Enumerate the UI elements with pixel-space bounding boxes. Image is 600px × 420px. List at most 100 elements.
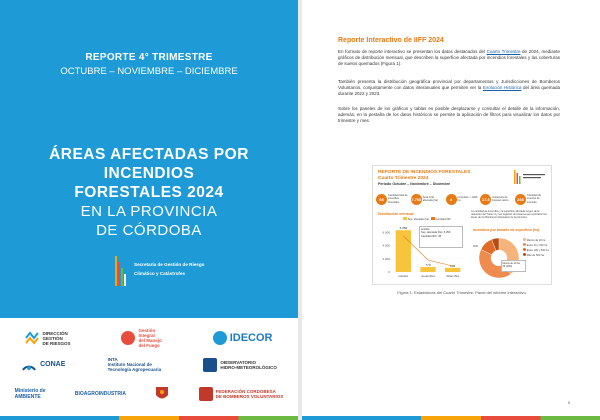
kpi-value: 98 xyxy=(376,193,387,205)
cover-color-bar xyxy=(0,416,298,420)
inta-logo-text: INTA Instituto Nacional de Tecnología Ag… xyxy=(107,357,162,372)
pie-legend-item: Más de 500 ha xyxy=(523,253,549,258)
ambiente-logo-text: Ministerio de AMBIENTE xyxy=(14,388,46,400)
paragraph-2-text-end: del área quemada durante 2022 y 2023. xyxy=(338,85,561,96)
inner-color-bar xyxy=(302,416,600,420)
pie-slice[interactable] xyxy=(491,237,500,251)
kpi-label: Cantidad total de incendios forestales xyxy=(388,194,408,204)
observatorio-icon xyxy=(203,357,218,372)
y-tick-label: 2.000 xyxy=(382,257,390,261)
bar-value-label: 6.359 xyxy=(400,226,408,230)
y-tick-label: 0 xyxy=(388,270,390,274)
pie-legend-item: Entre 100 y 500 ha xyxy=(523,248,549,253)
observatorio-logo-text: OBSERVATORIO HIDRO-METEOROLÓGICO xyxy=(220,359,277,370)
paragraph-1-text: En formato de reporte interactivo se pre… xyxy=(338,49,487,54)
pie-legend-item: Entre 10 y 100 ha xyxy=(523,243,549,248)
flame-icon xyxy=(121,331,136,345)
pie-legend: Menos de 10 ha Entre 10 y 100 ha Entre 1… xyxy=(523,238,549,258)
pie-chart-title: Incendios por tamaño de superficie (ha) xyxy=(473,228,540,232)
headline-line-3: FORESTALES 2024 xyxy=(74,184,224,201)
subheadline-line-1: EN LA PROVINCIA xyxy=(80,203,218,220)
logos-row-2: CONAE INTA Instituto Nacional de Tecnolo… xyxy=(0,357,298,372)
bar-chart-title: Distribución mensual xyxy=(378,212,414,216)
secretaria-line-2: Climático y Catástrofes xyxy=(134,271,186,276)
bar-tooltip: octubre Sup. afectada (ha): 6,359 Cantid… xyxy=(419,226,463,248)
kpi-value: 17.8 xyxy=(480,193,492,205)
inta-logo: INTA Instituto Nacional de Tecnología Ag… xyxy=(108,357,162,372)
logos-row-1: DIRECCIÓN GESTIÓN DE RIESGOS Gestión Int… xyxy=(0,328,298,348)
paragraph-1-text-end: de 2024, mediante gráficos de distribuci… xyxy=(338,49,561,66)
report-title: REPORTE 4° TRIMESTRE xyxy=(85,52,213,63)
count-series-line xyxy=(403,235,453,267)
secretaria-mark-icon xyxy=(115,256,126,286)
kpi-label: Cobertura de bosque nativo xyxy=(492,195,509,202)
y-tick-label: 6.000 xyxy=(382,231,390,235)
headline-line-2: INCENDIOS xyxy=(103,165,195,182)
panel-note: La cantidad de incendios y la superficie… xyxy=(471,210,547,219)
bar-legend: Sup. afectada (ha) Cantidad IIFF xyxy=(403,217,451,221)
legend-swatch-area xyxy=(403,217,407,220)
kpi-label: Incendios > 1000 ha xyxy=(457,195,478,202)
bar[interactable] xyxy=(395,230,411,272)
x-tick-label: octubre xyxy=(398,274,408,278)
logos-row-3: Ministerio de AMBIENTE BIOAGROINDUSTRIA … xyxy=(0,386,298,402)
cover-blue-panel: REPORTE 4° TRIMESTRE OCTUBRE – NOVIEMBRE… xyxy=(0,0,298,318)
paragraph-1: En formato de reporte interactivo se pre… xyxy=(338,49,560,67)
bar[interactable] xyxy=(445,267,461,272)
pie-chart[interactable] xyxy=(477,236,521,280)
kpi-label: Área total afectada (ha) xyxy=(422,195,439,202)
paragraph-3: Sobre los paneles de los gráficos y tabl… xyxy=(338,106,560,123)
conae-logo-text: CONAE xyxy=(40,361,66,368)
observatorio-logo: OBSERVATORIO HIDRO-METEOROLÓGICO xyxy=(203,357,277,372)
kpi-value: 4 xyxy=(445,193,457,205)
panel-title: REPORTE DE INCENDIOS FORESTALES xyxy=(378,170,471,175)
bar-value-label: 770 xyxy=(425,263,430,267)
pie-label-left: 40% xyxy=(473,245,479,248)
page-number: 5 xyxy=(567,400,570,405)
kpi-card: 7.765 Área total afectada (ha) xyxy=(410,191,444,207)
cuarto-trimestre-link[interactable]: Cuarto Trimestre xyxy=(486,49,521,54)
conae-icon xyxy=(22,365,36,371)
evolucion-historica-link[interactable]: Evolución Histórica xyxy=(482,85,522,90)
kpi-card: 298 Cantidad de eventos de incendio xyxy=(515,191,548,207)
kpi-card: 17.8 Cobertura de bosque nativo xyxy=(480,191,513,207)
direccion-icon xyxy=(25,331,40,345)
secretaria-logo: Secretaría de Gestión de Riesgo Climátic… xyxy=(114,252,224,292)
y-tick-label: 4.000 xyxy=(382,244,390,248)
kpi-row: 98 Cantidad total de incendios forestales… xyxy=(376,191,548,207)
paragraph-2: También presenta la distribución geográf… xyxy=(338,79,560,97)
pie-tooltip-line-1: Menos de 10 ha xyxy=(502,261,520,265)
kpi-card: 98 Cantidad total de incendios forestales xyxy=(376,191,409,207)
ambiente-logo: Ministerio de AMBIENTE xyxy=(15,388,46,400)
pie-legend-item: Menos de 10 ha xyxy=(523,238,549,243)
pie-tooltip-line-2: 39 (40%) xyxy=(502,265,513,268)
idecor-logo: IDECOR xyxy=(212,331,273,345)
legend-area-label: Sup. afectada (ha) xyxy=(407,218,430,221)
pie-tooltip: Menos de 10 ha 39 (40%) xyxy=(501,260,526,272)
secretaria-line-1: Secretaría de Gestión de Riesgo xyxy=(134,262,205,267)
direccion-logo-text: DIRECCIÓN GESTIÓN DE RIESGOS xyxy=(42,330,71,346)
conae-logo: CONAE xyxy=(21,358,65,372)
panel-period: Período Octubre – Noviembre – Diciembre xyxy=(378,182,451,186)
panel-subtitle: Cuarto Trimestre 2024 xyxy=(378,176,429,181)
panel-secretaria-logo-icon xyxy=(514,170,545,184)
cover-page: REPORTE 4° TRIMESTRE OCTUBRE – NOVIEMBRE… xyxy=(0,0,298,420)
dashboard-panel: REPORTE DE INCENDIOS FORESTALES Cuarto T… xyxy=(372,165,552,285)
headline-line-1: ÁREAS AFECTADAS POR xyxy=(49,146,249,163)
bar-chart[interactable]: 0 2.000 4.000 6.000 6.359 octubre 770 noviembre… xyxy=(377,222,469,280)
tooltip-line-2: Cantidad IIFF: 38 xyxy=(421,234,442,238)
kpi-card: 4 Incendios > 1000 ha xyxy=(445,191,479,207)
tooltip-title: octubre xyxy=(421,228,430,231)
paragraph-2-text: También presenta la distribución geográf… xyxy=(338,79,560,90)
legend-swatch-count xyxy=(430,217,435,220)
federacion-icon xyxy=(198,387,213,401)
idecor-logo-text: IDECOR xyxy=(229,332,273,344)
legend-count-label: Cantidad IIFF xyxy=(435,218,451,221)
x-tick-label: noviembre xyxy=(421,274,435,278)
bar[interactable] xyxy=(420,266,436,272)
kpi-label: Cantidad de eventos de incendio xyxy=(527,194,541,204)
figure-caption: Figura 1: Estadísticas del Cuarto Trimes… xyxy=(397,290,527,295)
idecor-icon xyxy=(212,331,227,345)
report-period: OCTUBRE – NOVIEMBRE – DICIEMBRE xyxy=(60,66,238,77)
bar-value-label: 636 xyxy=(450,264,455,268)
